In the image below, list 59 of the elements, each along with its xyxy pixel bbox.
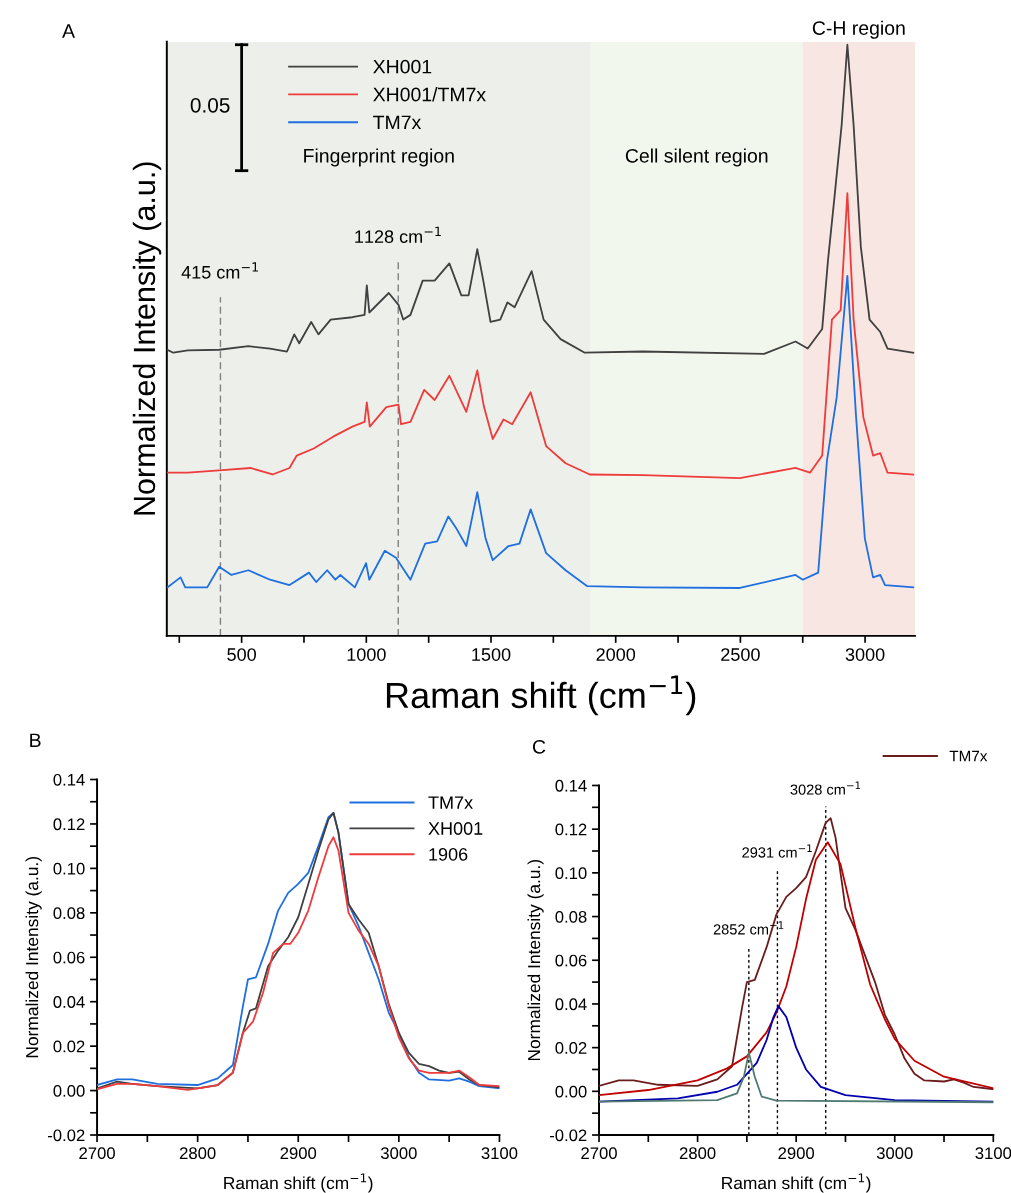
ref-line-label: 415 cm$^{−1}$	[181, 262, 259, 279]
x-tick-label: 3000	[845, 648, 885, 661]
legend-label: TM7x	[428, 796, 473, 809]
y-tick-label: -0.02	[48, 1129, 85, 1142]
y-tick-label: -0.02	[549, 1129, 587, 1142]
legend-label: XH001/TM7x	[373, 87, 486, 102]
y-tick-label: 0.02	[555, 1042, 587, 1054]
x-tick-label: 2700	[79, 1147, 115, 1160]
ref-line-label: 3028 cm$^{−1}$	[790, 781, 861, 795]
x-tick-label: 2800	[679, 1147, 716, 1160]
x-tick-label: 500	[227, 648, 256, 661]
x-tick-label: 2900	[778, 1147, 815, 1160]
y-tick-label: 0.06	[53, 951, 85, 964]
x-tick-label: 3000	[876, 1147, 913, 1160]
x-axis-title: Raman shift (cm$^{−1}$)	[722, 1173, 871, 1193]
y-tick-label: 0.10	[555, 867, 587, 880]
line-series	[599, 1051, 994, 1104]
y-tick-label: 0.04	[555, 998, 587, 1011]
y-tick-label: 0.04	[53, 996, 85, 1008]
legend-label: XH001	[373, 59, 432, 74]
x-tick-label: 3000	[380, 1147, 417, 1160]
annotation: 0.05	[190, 97, 230, 113]
x-axis-title: Raman shift (cm$^{−1}$)	[386, 675, 696, 716]
y-tick-label: 0.14	[53, 773, 85, 786]
legend-label: TM7x	[373, 115, 422, 130]
x-tick-label: 2700	[581, 1147, 617, 1160]
y-tick-label: 0.08	[555, 910, 587, 923]
y-tick-label: 0.06	[555, 954, 587, 967]
chart-title: B	[30, 733, 41, 748]
y-tick-label: 0.00	[53, 1084, 85, 1097]
x-tick-label: 2900	[280, 1147, 317, 1160]
x-axis-title: Raman shift (cm$^{−1}$)	[224, 1173, 373, 1193]
y-tick-label: 0.00	[555, 1085, 587, 1098]
x-tick-label: 1500	[472, 648, 511, 661]
y-tick-label: 0.10	[53, 862, 85, 875]
legend-label: 1906	[429, 847, 468, 861]
band-label: Cell silent region	[625, 148, 768, 167]
y-axis-title: Normalized Intensity (a.u.)	[132, 162, 162, 515]
chart-title: A	[62, 24, 76, 38]
band-label: C-H region	[812, 20, 905, 39]
x-tick-label: 3100	[481, 1147, 518, 1160]
chart-title: C	[532, 739, 546, 754]
x-tick-label: 2500	[721, 648, 760, 661]
legend-label: TM7x	[949, 750, 988, 762]
legend-label: XH001	[428, 822, 483, 835]
x-tick-label: 3100	[975, 1147, 1011, 1160]
x-tick-label: 2000	[596, 648, 636, 661]
ref-line-label: 2931 cm$^{−1}$	[742, 844, 812, 858]
y-axis-title: Normalized Intensity (a.u.)	[527, 860, 544, 1061]
y-axis-title: Normalized Intensity (a.u.)	[25, 857, 42, 1058]
y-tick-label: 0.14	[555, 779, 587, 792]
y-tick-label: 0.12	[53, 818, 85, 831]
band-label: Fingerprint region	[304, 148, 454, 167]
ref-line-label: 1128 cm$^{−1}$	[355, 226, 441, 244]
x-tick-label: 1000	[347, 648, 386, 661]
y-tick-label: 0.02	[53, 1040, 85, 1053]
x-tick-label: 2800	[179, 1147, 216, 1160]
y-tick-label: 0.08	[53, 907, 85, 920]
y-tick-label: 0.12	[555, 823, 587, 836]
